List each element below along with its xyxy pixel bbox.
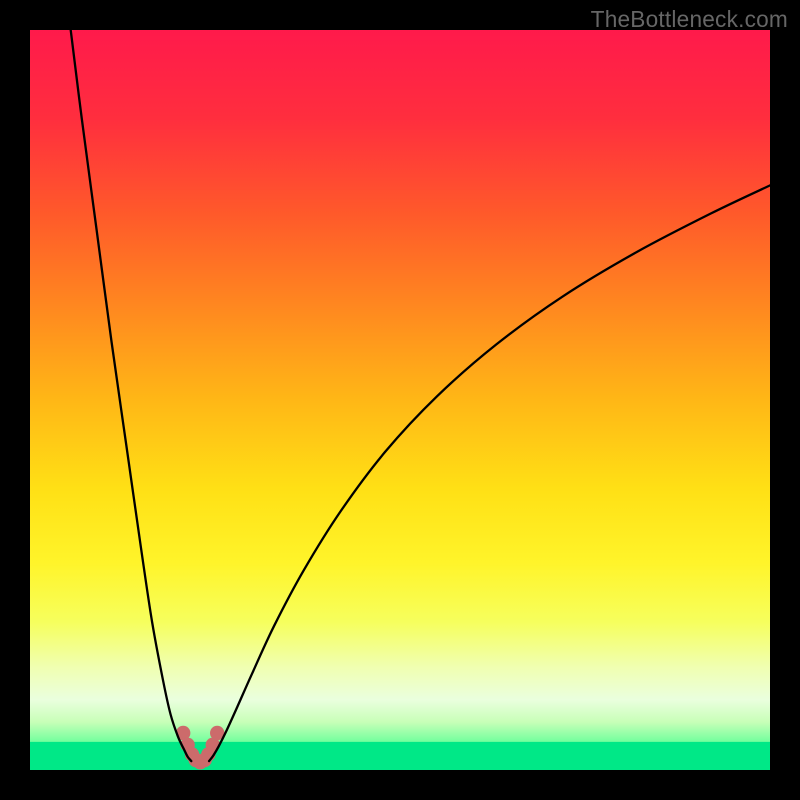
gradient-background [30, 30, 770, 770]
bottom-green-band [30, 742, 770, 770]
plot-area [30, 30, 770, 770]
chart-svg [30, 30, 770, 770]
watermark-text: TheBottleneck.com [591, 6, 788, 33]
